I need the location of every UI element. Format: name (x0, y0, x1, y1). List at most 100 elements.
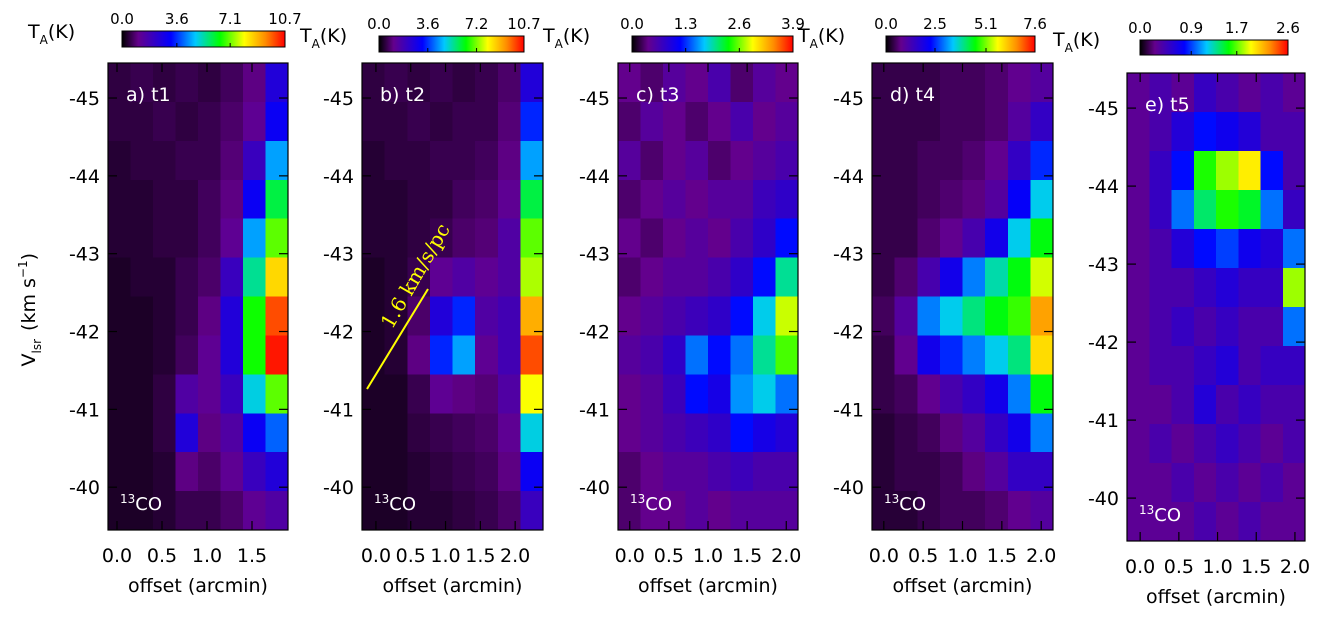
heatmap-cell (1260, 268, 1284, 308)
heatmap-cell (708, 335, 731, 375)
heatmap-cell (220, 491, 244, 531)
heatmap-cell (1007, 491, 1031, 531)
colorbar-tick-label: 3.9 (781, 15, 805, 33)
heatmap-cell (475, 374, 499, 414)
heatmap-cell (663, 413, 686, 453)
colorbar (885, 35, 1036, 53)
heatmap-cell (872, 257, 896, 297)
heatmap-cell (962, 491, 986, 531)
heatmap-cell (265, 335, 289, 375)
heatmap-cell (153, 491, 176, 531)
colorbar-label: TA(K) (542, 25, 590, 51)
heatmap-cell (1216, 463, 1239, 503)
heatmap-cell (1127, 502, 1150, 542)
heatmap-cell (1007, 140, 1031, 181)
heatmap-cell (407, 413, 431, 453)
species-isotope: 13 (120, 492, 135, 506)
heatmap-cell (1282, 151, 1306, 191)
panel-title: d) t4 (890, 84, 935, 106)
heatmap-cell (429, 101, 453, 142)
heatmap-cell (475, 257, 499, 297)
heatmap-cell (429, 140, 453, 181)
panel-title: e) t5 (1145, 94, 1190, 116)
y-tick-label: -40 (579, 477, 610, 499)
heatmap-cell (1238, 112, 1261, 152)
heatmap-cell (130, 179, 154, 220)
y-tick-label: -41 (1088, 410, 1119, 432)
heatmap-cell (917, 140, 941, 181)
heatmap-cell (775, 101, 799, 142)
heatmap-cell (243, 218, 266, 259)
heatmap-cell (1127, 112, 1150, 152)
heatmap-cell (520, 140, 544, 181)
panel: -45-44-43-42-41-400.0 0.5 1.0 1.5 2.0offset … (299, 15, 544, 597)
panel-title: a) t1 (126, 84, 171, 106)
heatmap-cell (175, 179, 199, 220)
heatmap-cell (520, 374, 544, 414)
heatmap-cell (220, 335, 244, 375)
heatmap-cell (1127, 268, 1150, 308)
heatmap-cell (708, 63, 731, 103)
heatmap-cell (962, 374, 986, 414)
heatmap-cell (1216, 73, 1239, 113)
colorbar-label-sub: A (810, 37, 819, 51)
heatmap-cell (917, 63, 941, 103)
heatmap-cell (362, 140, 386, 181)
y-tick-label: -41 (833, 399, 864, 421)
heatmap-cell (753, 101, 776, 142)
heatmap-cell (1282, 73, 1306, 113)
heatmap-cell (175, 257, 199, 297)
heatmap-cell (1030, 63, 1054, 103)
heatmap-cell (362, 413, 386, 453)
heatmap-cell (520, 413, 544, 453)
heatmap-cell (1149, 268, 1172, 308)
heatmap-cell (663, 140, 686, 181)
heatmap-cell (1238, 307, 1261, 347)
heatmap-cell (708, 101, 731, 142)
heatmap-cell (243, 296, 266, 336)
heatmap-cell (243, 101, 266, 142)
heatmap-cell (640, 218, 664, 259)
heatmap-cell (153, 218, 176, 259)
x-tick-label: 1.5 (1241, 556, 1271, 578)
heatmap-cell (520, 491, 544, 531)
heatmap-cell (1193, 502, 1217, 542)
heatmap-cell (520, 452, 544, 492)
heatmap-cell (1282, 463, 1306, 503)
heatmap-cell (872, 413, 896, 453)
heatmap-cell (939, 218, 963, 259)
heatmap-cell (872, 452, 896, 492)
heatmap-cell (384, 218, 408, 259)
heatmap-cell (265, 413, 289, 453)
colorbar-label: TA(K) (299, 25, 347, 51)
species-label: 13CO (1139, 503, 1181, 526)
heatmap-cell (1171, 229, 1195, 269)
heatmap-cell (985, 63, 1009, 103)
heatmap-cell (1030, 452, 1054, 492)
colorbar-label-main: T (797, 25, 810, 47)
heatmap-cell (1149, 112, 1172, 152)
heatmap-cell (685, 179, 709, 220)
heatmap-cell (708, 452, 731, 492)
x-tick-label: 0.0 (615, 545, 645, 567)
heatmap-cell (108, 413, 131, 453)
heatmap-cell (1260, 307, 1284, 347)
heatmap-cell (407, 491, 431, 531)
colorbar-tick-label: 10.7 (268, 10, 301, 28)
colorbar-tick-label: 3.6 (165, 10, 189, 28)
heatmap-cell (1030, 335, 1054, 375)
heatmap-cell (685, 374, 709, 414)
y-tick-label: -44 (1088, 176, 1119, 198)
y-tick-label: -45 (1088, 98, 1119, 120)
heatmap-cell (130, 63, 154, 103)
heatmap-cell (198, 413, 221, 453)
heatmap-cell (894, 179, 918, 220)
y-tick-label: -43 (69, 244, 100, 266)
heatmap-cell (153, 179, 176, 220)
heatmap-cell (175, 218, 199, 259)
heatmap-cell (872, 374, 896, 414)
heatmap-cell (198, 491, 221, 531)
heatmap-cell (685, 335, 709, 375)
y-tick-label: -45 (323, 88, 354, 110)
y-tick-label: -43 (1088, 254, 1119, 276)
